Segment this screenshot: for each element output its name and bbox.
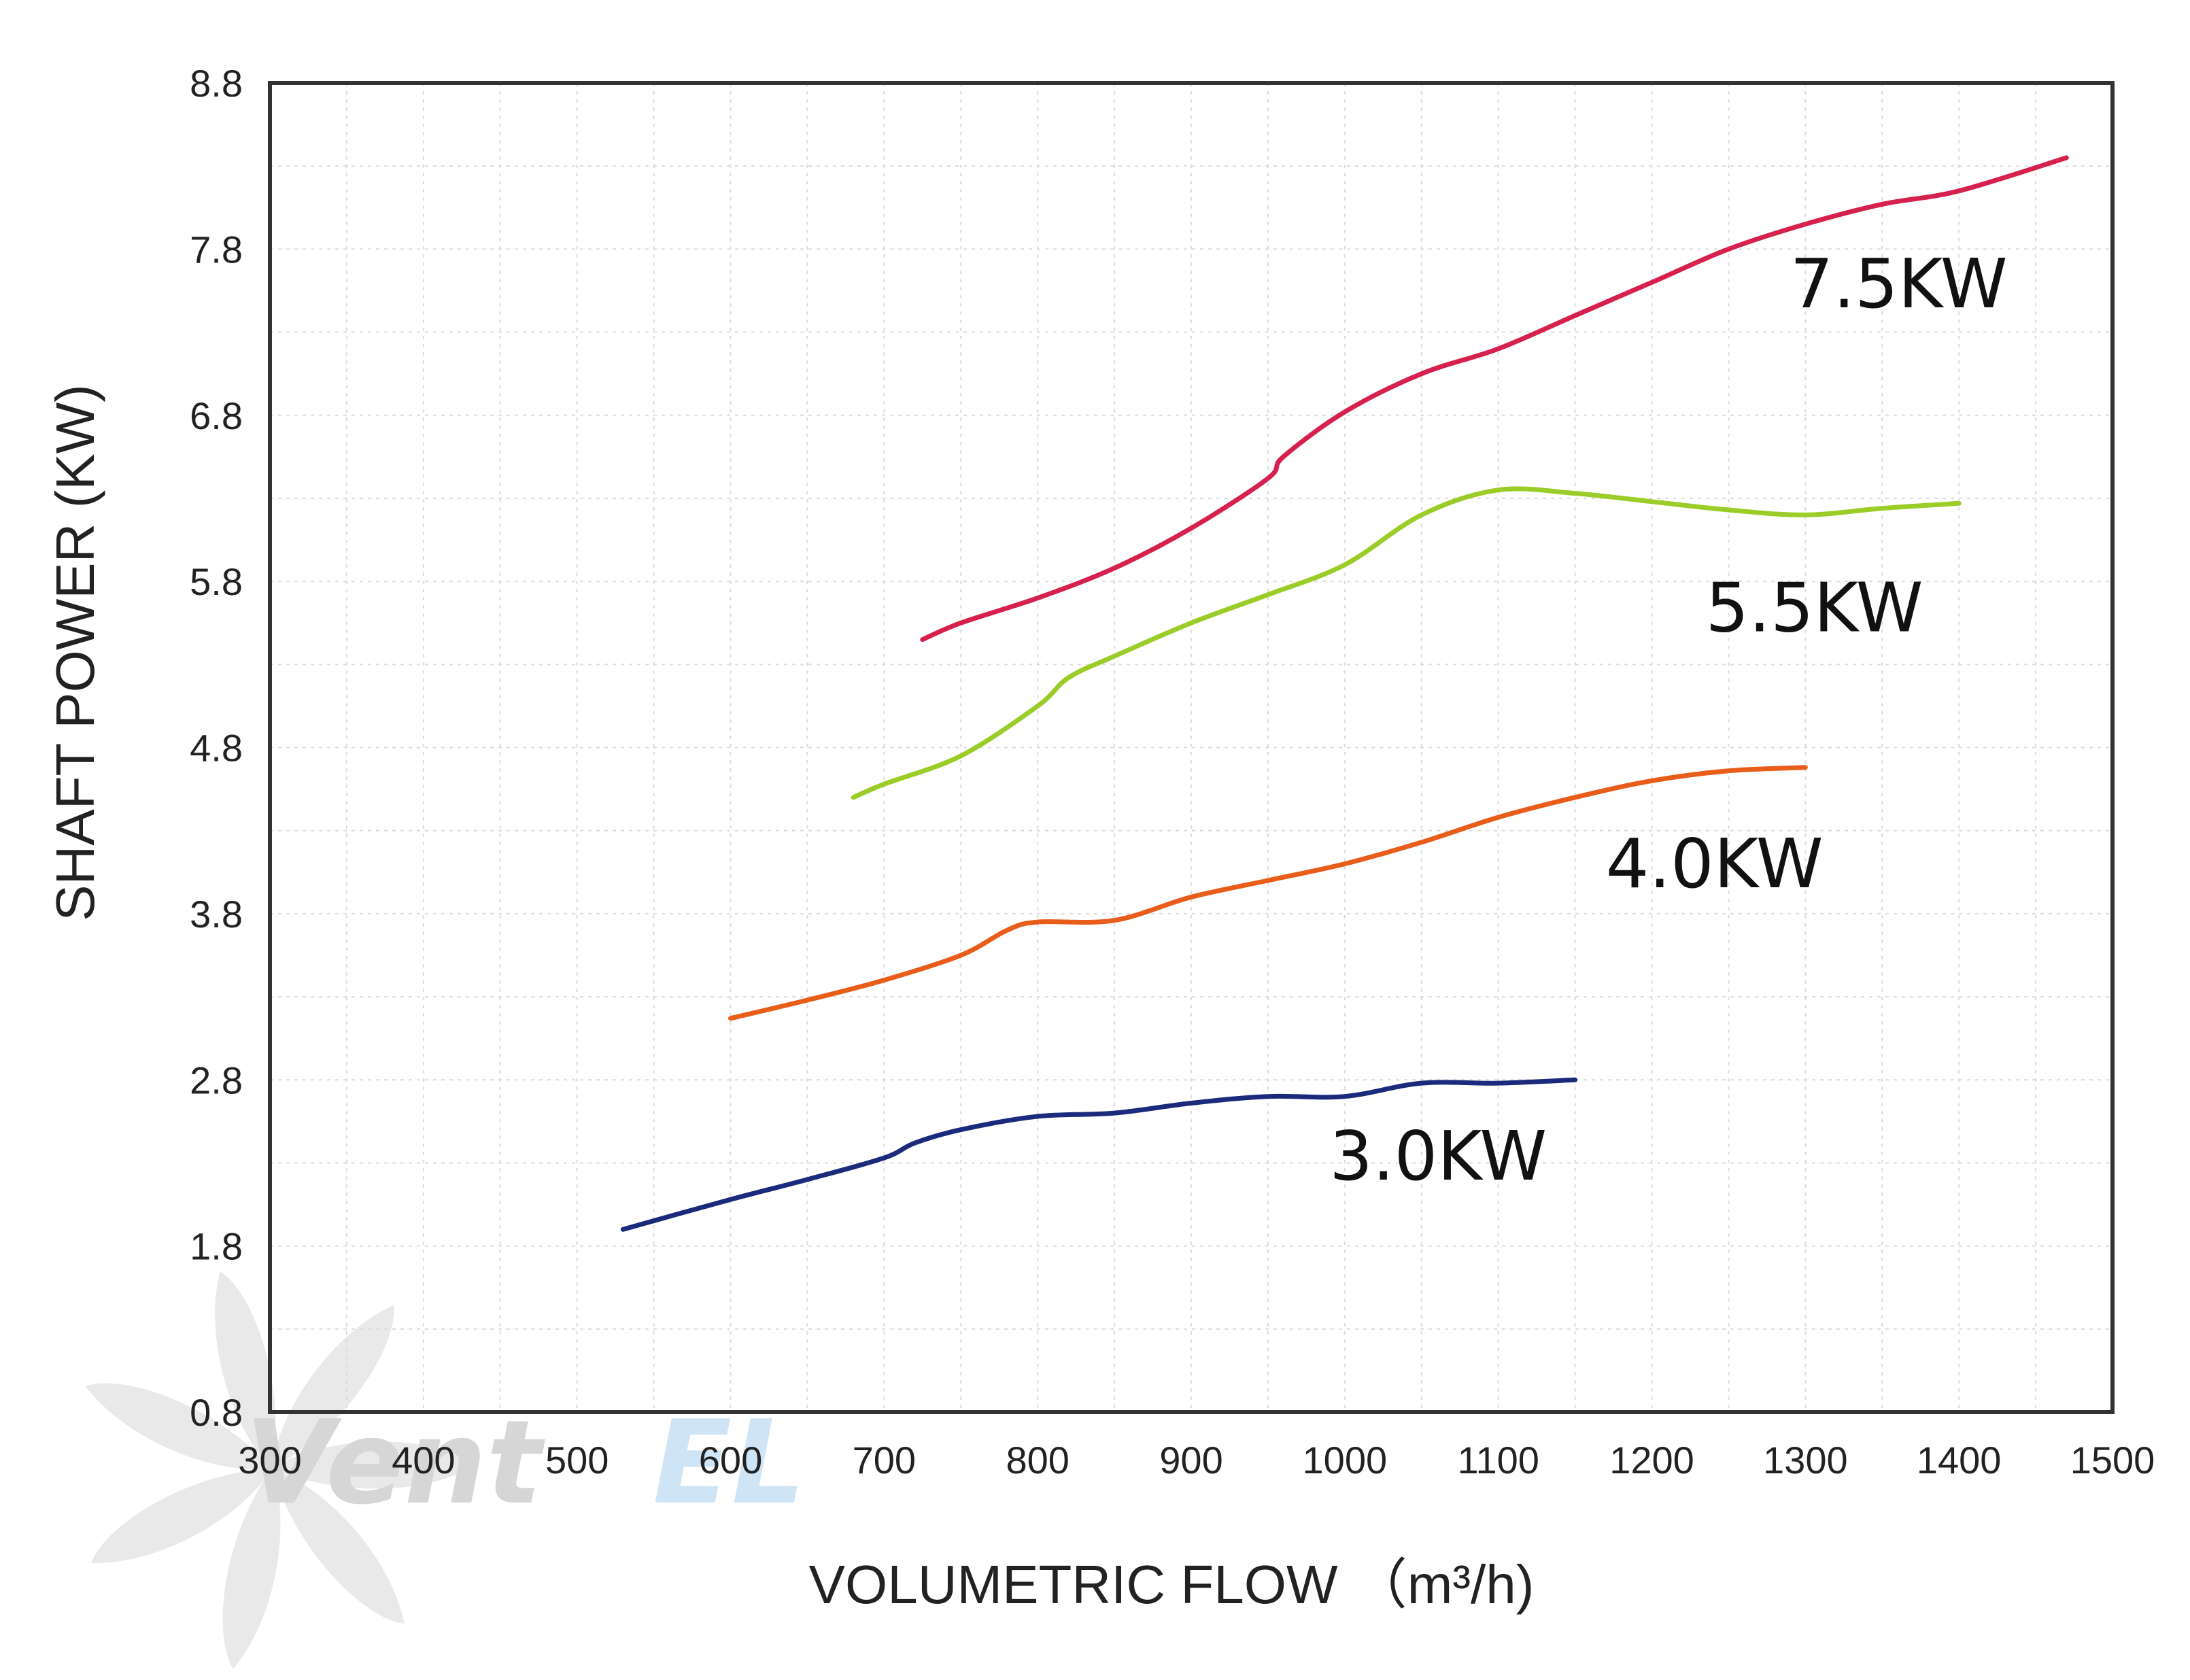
- y-tick-label: 8.8: [190, 62, 243, 105]
- series-label-5-5kw: 5.5KW: [1706, 568, 1923, 647]
- y-tick-label: 6.8: [190, 394, 243, 437]
- y-axis-title: SHAFT POWER (KW): [45, 384, 105, 921]
- y-tick-label: 3.8: [190, 893, 243, 936]
- x-tick-label: 1200: [1609, 1439, 1694, 1481]
- watermark-blade: [272, 1305, 394, 1469]
- y-tick-label: 2.8: [190, 1059, 243, 1101]
- x-tick-label: 900: [1159, 1439, 1222, 1481]
- x-tick-label: 500: [545, 1439, 609, 1481]
- x-tick-label: 1400: [1917, 1439, 2002, 1481]
- series-line-5-5kw: [851, 486, 1962, 800]
- watermark-blade: [91, 1469, 272, 1564]
- y-tick-label: 0.8: [190, 1391, 243, 1434]
- series-layer: [620, 155, 2069, 1232]
- y-tick-label: 4.8: [190, 727, 243, 770]
- x-axis-ticks: 300 400 500 600 700 800 900 1000 1100 1200 1300 140…: [238, 1439, 2155, 1481]
- y-tick-label: 5.8: [190, 560, 243, 603]
- watermark-blade: [215, 1271, 276, 1469]
- chart-grid: [270, 83, 2112, 1412]
- x-tick-label: 300: [238, 1439, 301, 1481]
- watermark-text: Vent: [245, 1396, 546, 1530]
- x-tick-label: 800: [1006, 1439, 1069, 1481]
- series-label-7-5kw: 7.5KW: [1790, 244, 2008, 324]
- y-axis-ticks: 0.8 1.8 2.8 3.8 4.8 5.8 6.8 7.8 8.8: [190, 62, 243, 1434]
- plot-frame: [268, 81, 2115, 1414]
- x-axis-title: VOLUMETRIC FLOW （m³/h): [809, 1554, 1535, 1615]
- x-tick-label: 700: [853, 1439, 916, 1481]
- watermark-blade: [222, 1469, 281, 1669]
- x-tick-label: 1100: [1457, 1439, 1539, 1481]
- series-line-7-5kw: [920, 155, 2069, 642]
- series-line-3-0kw: [620, 1077, 1578, 1232]
- series-label-3-0kw: 3.0KW: [1329, 1116, 1547, 1196]
- x-tick-label: 400: [392, 1439, 455, 1481]
- watermark-text-accent: EL: [653, 1396, 805, 1530]
- series-labels: 3.0KW 4.0KW 5.5KW 7.5KW: [1329, 244, 2007, 1196]
- watermark: Vent EL: [85, 1271, 805, 1669]
- y-tick-label: 1.8: [190, 1225, 243, 1268]
- x-tick-label: 1000: [1303, 1439, 1388, 1481]
- watermark-blade: [272, 1469, 405, 1624]
- watermark-blade: [85, 1383, 272, 1470]
- x-tick-label: 1300: [1763, 1439, 1848, 1481]
- watermark-blade: [272, 1441, 476, 1489]
- series-line-4-0kw: [728, 765, 1808, 1021]
- series-label-4-0kw: 4.0KW: [1606, 824, 1824, 904]
- x-tick-label: 600: [699, 1439, 762, 1481]
- y-tick-label: 7.8: [190, 228, 243, 271]
- x-tick-label: 1500: [2070, 1439, 2155, 1481]
